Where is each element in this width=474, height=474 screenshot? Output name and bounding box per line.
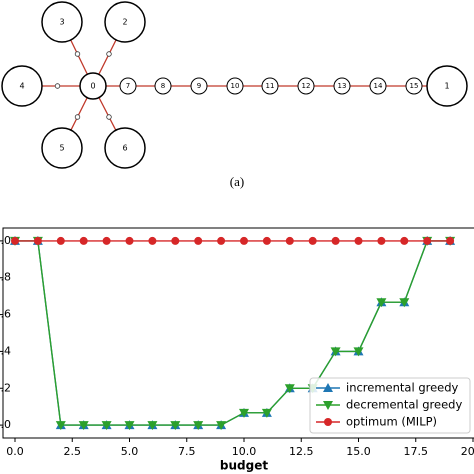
node-label: 9 — [197, 82, 201, 90]
node — [119, 77, 137, 95]
marker — [399, 298, 410, 308]
series-line — [15, 240, 451, 426]
marker — [284, 384, 295, 394]
marker — [330, 347, 341, 357]
x-axis-label: budget — [220, 459, 268, 473]
marker — [308, 236, 317, 245]
x-tick-label: 17.5 — [404, 445, 429, 458]
marker — [55, 421, 66, 431]
node — [1, 65, 43, 107]
legend-label: incremental greedy — [346, 381, 459, 395]
legend-box — [309, 377, 471, 434]
marker — [377, 236, 386, 245]
marker — [124, 421, 135, 431]
marker — [33, 236, 42, 245]
node — [333, 77, 351, 95]
marker — [147, 421, 158, 431]
node-label: 13 — [338, 82, 347, 90]
node-label: 0 — [90, 82, 95, 91]
marker — [240, 236, 248, 245]
marker — [170, 421, 181, 431]
node — [104, 127, 146, 169]
y-tick-label: 0.0 — [0, 418, 11, 431]
marker — [239, 408, 249, 418]
node — [405, 77, 423, 95]
marker — [353, 347, 364, 357]
marker — [400, 236, 409, 245]
node-label: 2 — [122, 18, 127, 27]
marker — [216, 421, 227, 431]
x-tick-label: 2.5 — [64, 445, 82, 458]
marker — [171, 236, 180, 245]
x-tick-label: 15.0 — [346, 445, 371, 458]
marker — [79, 236, 88, 245]
node — [226, 77, 244, 95]
node-label: 1 — [444, 82, 449, 91]
edge-midpoint — [106, 114, 112, 120]
y-tick-label: 0.2 — [0, 381, 11, 394]
marker — [125, 236, 134, 245]
edge-midpoint — [74, 51, 81, 57]
y-tick-label: 0.8 — [0, 271, 11, 284]
marker — [101, 421, 112, 431]
edge-midpoint — [54, 83, 61, 89]
node — [426, 65, 468, 107]
x-tick-label: 0.0 — [6, 445, 24, 458]
node — [154, 77, 172, 95]
marker — [423, 236, 432, 245]
x-tick-label: 20.0 — [461, 445, 474, 458]
node — [79, 72, 107, 100]
marker — [78, 421, 89, 431]
marker — [262, 236, 271, 245]
node — [190, 77, 208, 95]
marker — [148, 236, 157, 245]
node — [41, 1, 83, 43]
marker — [324, 418, 332, 426]
marker — [323, 383, 333, 392]
y-tick-label: 0.4 — [0, 344, 11, 357]
marker — [11, 236, 19, 245]
marker — [56, 236, 65, 245]
marker — [446, 236, 455, 245]
node — [369, 77, 387, 95]
marker — [217, 236, 226, 245]
node-label: 6 — [122, 144, 127, 153]
marker — [285, 236, 294, 245]
y-tick-label: 1.0 — [0, 234, 11, 247]
node — [297, 77, 315, 95]
edge-midpoint — [74, 114, 81, 120]
node-label: 7 — [126, 82, 130, 90]
node-label: 3 — [59, 18, 64, 27]
legend-label: decremental greedy — [346, 398, 462, 412]
marker — [194, 236, 203, 245]
x-tick-label: 10.0 — [232, 445, 257, 458]
node — [104, 1, 146, 43]
x-tick-label: 7.5 — [178, 445, 196, 458]
x-tick-label: 5.0 — [121, 445, 139, 458]
y-tick-label: 0.6 — [0, 308, 11, 321]
node-label: 8 — [161, 82, 165, 90]
plot-frame — [2, 227, 474, 439]
x-tick-label: 12.5 — [289, 445, 314, 458]
caption: (a) — [230, 174, 244, 189]
node-label: 10 — [231, 82, 240, 90]
marker — [331, 236, 340, 245]
node-label: 11 — [266, 82, 275, 90]
node-label: 12 — [302, 82, 311, 90]
marker — [354, 236, 363, 245]
node-label: 14 — [374, 82, 383, 90]
marker — [376, 298, 387, 308]
edge-midpoint — [106, 51, 112, 57]
node-label: 15 — [410, 82, 419, 90]
marker — [323, 401, 333, 410]
node-label: 5 — [59, 144, 64, 153]
marker — [193, 421, 204, 431]
node — [261, 77, 279, 95]
node — [41, 127, 83, 169]
legend-label: optimum (MILP) — [346, 415, 437, 429]
marker — [102, 236, 111, 245]
marker — [261, 408, 272, 418]
node-label: 4 — [19, 82, 24, 91]
